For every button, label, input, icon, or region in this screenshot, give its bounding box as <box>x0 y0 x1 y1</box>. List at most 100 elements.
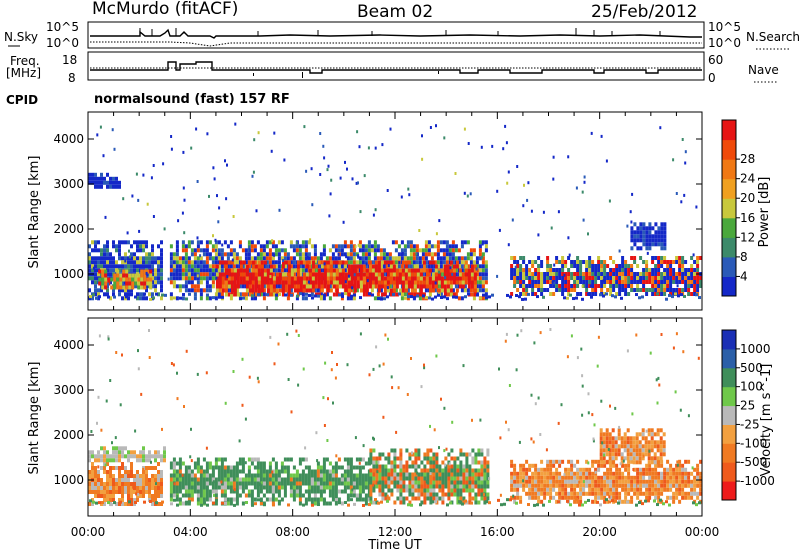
heatmap-cell <box>310 473 314 478</box>
heatmap-cell <box>250 244 254 249</box>
heatmap-cell <box>645 495 649 500</box>
heatmap-cell <box>263 268 267 273</box>
heatmap-cell <box>274 465 278 470</box>
heatmap-cell <box>337 264 341 269</box>
heatmap-cell <box>262 477 266 482</box>
heatmap-cell <box>136 292 139 297</box>
heatmap-cell <box>160 272 163 277</box>
heatmap-cell <box>97 292 100 297</box>
heatmap-cell <box>262 473 266 478</box>
heatmap-cell <box>642 268 646 272</box>
heatmap-cell <box>684 280 688 284</box>
heatmap-cell <box>253 244 257 249</box>
heatmap-cell <box>435 496 439 501</box>
heatmap-cell <box>421 296 425 301</box>
heatmap-cell <box>284 276 288 281</box>
heatmap-cell <box>435 468 439 473</box>
heatmap-cell <box>254 272 258 277</box>
heatmap-cell <box>522 268 526 272</box>
heatmap-cell <box>127 474 130 478</box>
heatmap-cell <box>675 280 679 284</box>
heatmap-cell <box>675 483 679 488</box>
heatmap-cell <box>357 243 360 247</box>
heatmap-cell <box>253 485 257 490</box>
heatmap-cell <box>305 292 308 296</box>
heatmap-cell <box>262 248 266 253</box>
heatmap-cell <box>555 475 559 480</box>
heatmap-cell <box>618 292 622 296</box>
heatmap-cell <box>265 244 269 249</box>
heatmap-cell <box>268 256 272 261</box>
heatmap-cell <box>381 496 385 501</box>
heatmap-cell <box>621 471 625 476</box>
heatmap-cell <box>202 485 206 490</box>
heatmap-cell <box>666 483 670 488</box>
heatmap-cell <box>633 222 637 227</box>
heatmap-cell <box>477 492 481 497</box>
heatmap-cell <box>296 260 300 265</box>
heatmap-cell <box>145 454 148 459</box>
heatmap-cell <box>359 280 363 285</box>
heatmap-cell <box>606 288 610 292</box>
heatmap-cell <box>127 498 130 502</box>
heatmap-cell <box>647 428 651 433</box>
heatmap-cell <box>410 292 414 297</box>
heatmap-cell <box>561 256 565 260</box>
heatmap-cell <box>473 272 477 277</box>
heatmap-cell <box>624 284 628 288</box>
heatmap-cell <box>187 264 191 269</box>
heatmap-cell <box>424 256 428 261</box>
heatmap-cell <box>663 272 667 276</box>
heatmap-cell <box>280 240 284 245</box>
heatmap-cell <box>486 452 490 457</box>
heatmap-cell <box>193 473 197 478</box>
heatmap-cell <box>438 468 442 473</box>
heatmap-cell <box>588 471 592 476</box>
heatmap-cell <box>148 486 151 490</box>
heatmap-cell <box>555 260 559 264</box>
heatmap-cell <box>481 256 485 261</box>
heatmap-cell <box>435 464 439 469</box>
heatmap-cell <box>657 487 661 492</box>
heatmap-cell <box>477 460 481 465</box>
heatmap-cell <box>383 280 387 285</box>
heatmap-cell <box>277 485 281 490</box>
heatmap-cell <box>175 461 179 466</box>
heatmap-cell <box>475 272 479 277</box>
heatmap-cell <box>178 473 182 478</box>
heatmap-cell <box>645 292 649 296</box>
heatmap-cell <box>387 468 391 473</box>
heatmap-cell <box>389 276 393 281</box>
heatmap-cell <box>361 489 365 494</box>
heatmap-cell <box>226 264 230 269</box>
heatmap-cell <box>393 480 397 485</box>
heatmap-cell <box>594 292 598 296</box>
heatmap-cell <box>349 256 353 261</box>
heatmap-cell <box>109 256 112 261</box>
heatmap-cell <box>510 276 514 280</box>
heatmap-cell <box>353 276 357 281</box>
heatmap-cell <box>433 260 437 265</box>
heatmap-cell <box>422 260 426 265</box>
heatmap-cell <box>346 497 350 502</box>
heatmap-cell <box>378 488 382 493</box>
heatmap-cell <box>111 128 114 132</box>
heatmap-cell <box>121 260 124 265</box>
heatmap-cell <box>304 240 308 245</box>
heatmap-cell <box>687 276 691 280</box>
heatmap-cell <box>413 276 417 281</box>
heatmap-cell <box>310 501 314 506</box>
heatmap-cell <box>106 454 109 459</box>
nsky-trace <box>90 28 702 39</box>
heatmap-cell <box>214 465 218 470</box>
heatmap-cell <box>172 260 176 265</box>
heatmap-cell <box>223 489 227 494</box>
heatmap-cell <box>406 244 410 249</box>
heatmap-cell <box>121 446 124 451</box>
heatmap-cell <box>690 268 694 272</box>
heatmap-cell <box>287 276 291 281</box>
heatmap-cell <box>190 272 194 277</box>
heatmap-cell <box>675 288 679 292</box>
heatmap-cell <box>459 464 463 469</box>
heatmap-cell <box>428 292 432 297</box>
